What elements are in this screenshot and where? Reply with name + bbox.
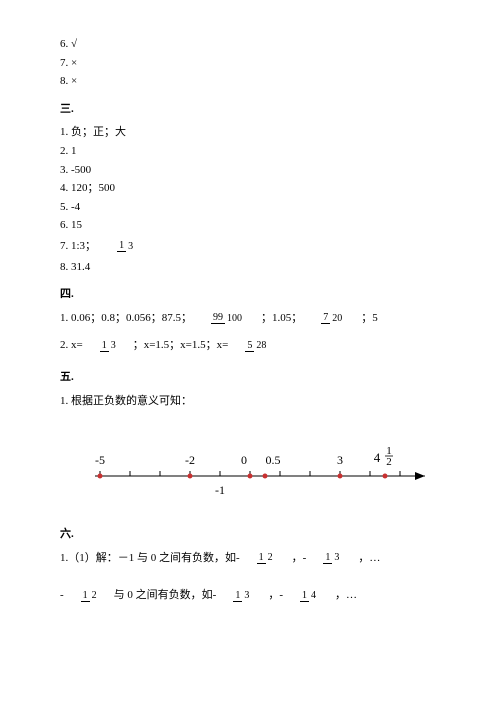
svg-text:0.5: 0.5 (266, 453, 281, 467)
svg-text:-5: -5 (95, 453, 105, 467)
s4-l2-b: ；x=1.5；x=1.5；x= (133, 337, 229, 355)
frac-num: 1 (233, 591, 242, 602)
s4-l1-c: ；5 (361, 310, 378, 328)
frac-num: 5 (245, 341, 254, 352)
frac-num: 1 (117, 241, 126, 252)
frac-num: 7 (321, 313, 330, 324)
page: 6. √ 7. × 8. × 三. 1. 负；正；大 2. 1 3. -500 … (0, 0, 500, 626)
svg-text:0: 0 (241, 453, 247, 467)
s4-l1-a: 1. 0.06；0.8；0.056；87.5； (60, 310, 192, 328)
s5-l1: 1. 根据正负数的意义可知： (60, 393, 450, 411)
top-line-7: 7. × (60, 55, 450, 73)
s6-l1: 1.（1）解：－1 与 0 之间有负数，如- 1 2 ，- 1 3 ，… (60, 550, 450, 568)
s3-l2: 2. 1 (60, 143, 450, 161)
s4-l2-a: 2. x= (60, 337, 83, 355)
number-line: -5-2-100.53412 (70, 424, 440, 514)
s3-l7: 7. 1:3； 1 3 (60, 238, 450, 256)
top-line-6: 6. √ (60, 36, 450, 54)
s3-l6: 6. 15 (60, 217, 450, 235)
s3-l4: 4. 120；500 (60, 180, 450, 198)
s3-l5: 5. -4 (60, 199, 450, 217)
s6-l2-frac1: 1 2 (81, 591, 99, 602)
frac-num: 1 (323, 553, 332, 564)
s4-l2: 2. x= 1 3 ；x=1.5；x=1.5；x= 5 28 (60, 337, 450, 355)
s6-l2-frac2: 1 3 (233, 591, 251, 602)
section-6-header: 六. (60, 526, 450, 544)
s6-l2: - 1 2 与 0 之间有负数，如- 1 3 ，- 1 4 ，… (60, 587, 450, 605)
section-3-header: 三. (60, 101, 450, 119)
s4-l1-frac1: 99 100 (211, 313, 244, 324)
frac-num: 1 (100, 341, 109, 352)
s6-l2-frac3: 1 4 (300, 591, 318, 602)
section-4-header: 四. (60, 286, 450, 304)
top-line-8: 8. × (60, 73, 450, 91)
s6-l1-frac2: 1 3 (323, 553, 341, 564)
s6-l2-a: - (60, 587, 64, 605)
frac-den: 3 (126, 242, 135, 252)
s4-l1: 1. 0.06；0.8；0.056；87.5； 99 100 ；1.05； 7 … (60, 310, 450, 328)
s4-l2-frac2: 5 28 (245, 341, 268, 352)
svg-text:2: 2 (386, 456, 392, 468)
s3-l7-fraction: 1 3 (117, 241, 135, 252)
s3-l1: 1. 负；正；大 (60, 124, 450, 142)
s6-l1-b: ，- (292, 550, 307, 568)
frac-num: 1 (257, 553, 266, 564)
s6-l2-c: ，- (268, 587, 283, 605)
svg-text:-2: -2 (185, 453, 195, 467)
svg-text:-1: -1 (215, 483, 225, 497)
frac-den: 2 (90, 591, 99, 601)
frac-den: 3 (242, 591, 251, 601)
s4-l2-frac1: 1 3 (100, 341, 118, 352)
s3-l8: 8. 31.4 (60, 259, 450, 277)
s6-l1-c: ，… (358, 550, 380, 568)
section-5-header: 五. (60, 369, 450, 387)
frac-num: 1 (300, 591, 309, 602)
s3-l7-prefix: 7. 1:3； (60, 238, 96, 256)
frac-den: 3 (109, 341, 118, 351)
frac-den: 28 (254, 341, 268, 351)
frac-den: 100 (225, 314, 244, 324)
s4-l1-b: ；1.05； (261, 310, 302, 328)
frac-num: 1 (81, 591, 90, 602)
frac-den: 2 (266, 553, 275, 563)
s6-l2-b: 与 0 之间有负数，如- (114, 587, 217, 605)
frac-den: 4 (309, 591, 318, 601)
frac-num: 99 (211, 313, 225, 324)
svg-text:3: 3 (337, 453, 343, 467)
s6-l1-a: 1.（1）解：－1 与 0 之间有负数，如- (60, 550, 240, 568)
frac-den: 3 (332, 553, 341, 563)
frac-den: 20 (330, 314, 344, 324)
s6-l2-d: ，… (335, 587, 357, 605)
s6-l1-frac1: 1 2 (257, 553, 275, 564)
s3-l3: 3. -500 (60, 162, 450, 180)
s4-l1-frac2: 7 20 (321, 313, 344, 324)
svg-text:4: 4 (374, 450, 381, 465)
